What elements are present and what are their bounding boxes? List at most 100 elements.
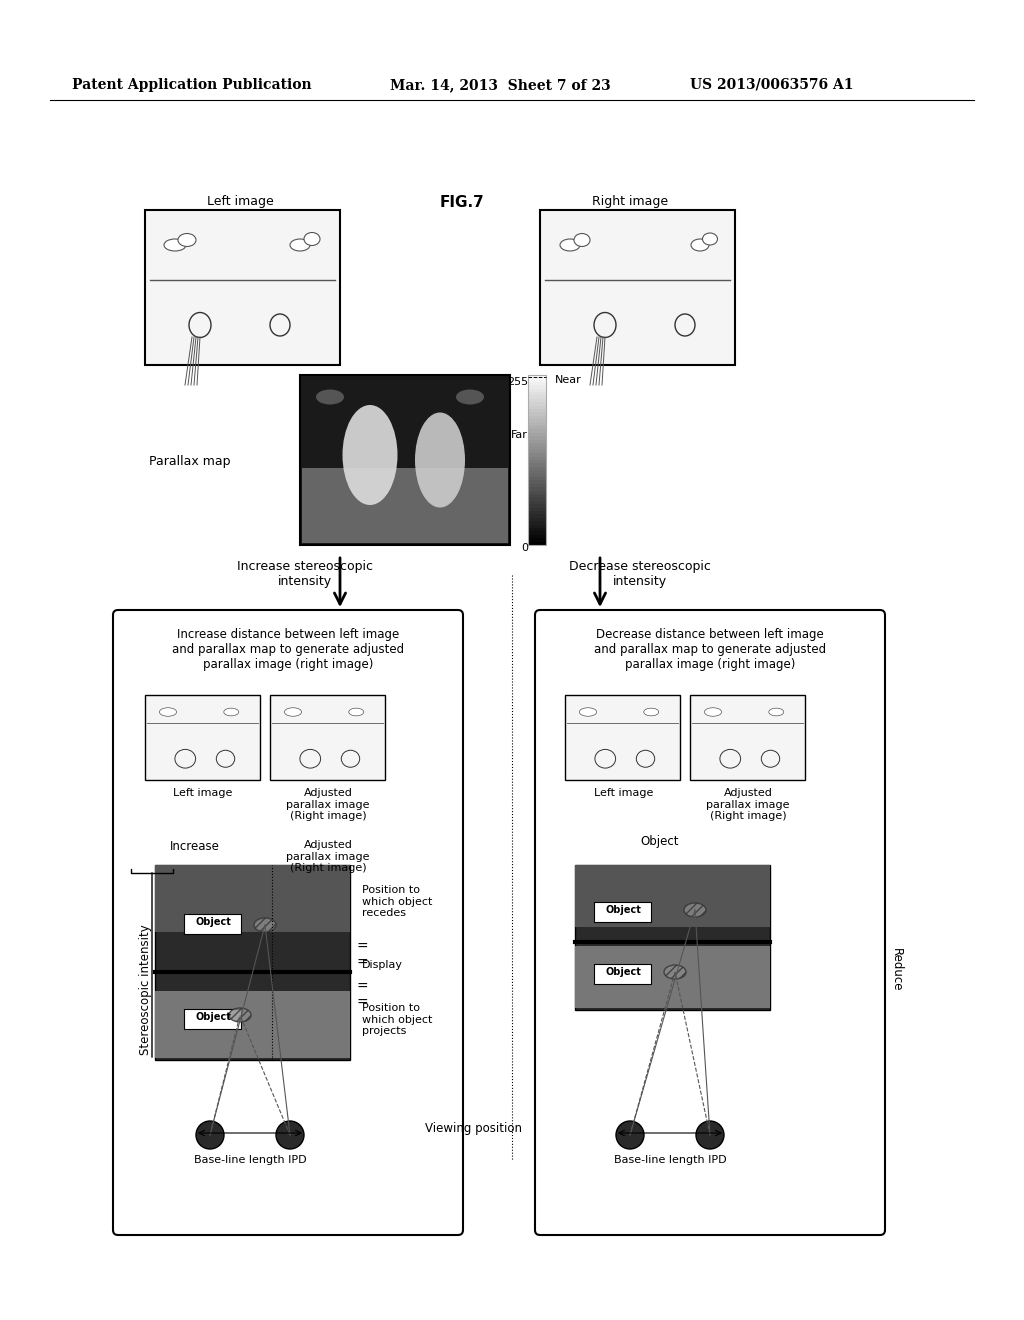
FancyBboxPatch shape [528, 466, 546, 470]
FancyBboxPatch shape [528, 453, 546, 457]
FancyBboxPatch shape [145, 210, 340, 366]
FancyBboxPatch shape [528, 473, 546, 477]
FancyBboxPatch shape [528, 531, 546, 535]
FancyBboxPatch shape [528, 378, 546, 381]
FancyBboxPatch shape [528, 399, 546, 403]
Ellipse shape [415, 412, 465, 507]
Ellipse shape [456, 389, 484, 404]
Circle shape [696, 1121, 724, 1148]
FancyBboxPatch shape [528, 422, 546, 426]
Text: Display: Display [362, 960, 403, 970]
FancyBboxPatch shape [270, 696, 385, 780]
FancyBboxPatch shape [528, 490, 546, 494]
FancyBboxPatch shape [528, 470, 546, 474]
FancyBboxPatch shape [184, 1008, 241, 1030]
Text: Mar. 14, 2013  Sheet 7 of 23: Mar. 14, 2013 Sheet 7 of 23 [390, 78, 610, 92]
Ellipse shape [574, 234, 590, 247]
FancyBboxPatch shape [528, 405, 546, 409]
Text: Object: Object [195, 1012, 231, 1022]
Ellipse shape [702, 234, 718, 246]
Circle shape [196, 1121, 224, 1148]
FancyBboxPatch shape [528, 537, 546, 541]
Text: Left image: Left image [594, 788, 653, 799]
Text: Decrease distance between left image
and parallax map to generate adjusted
paral: Decrease distance between left image and… [594, 628, 826, 671]
FancyBboxPatch shape [528, 520, 546, 524]
Text: Increase distance between left image
and parallax map to generate adjusted
paral: Increase distance between left image and… [172, 628, 404, 671]
FancyBboxPatch shape [528, 504, 546, 508]
Text: Left image: Left image [173, 788, 232, 799]
FancyBboxPatch shape [528, 483, 546, 487]
Ellipse shape [769, 708, 783, 715]
FancyBboxPatch shape [528, 487, 546, 491]
Ellipse shape [644, 708, 658, 715]
Text: US 2013/0063576 A1: US 2013/0063576 A1 [690, 78, 853, 92]
FancyBboxPatch shape [565, 696, 680, 780]
FancyBboxPatch shape [690, 696, 805, 780]
Text: Stereoscopic intensity: Stereoscopic intensity [138, 924, 152, 1056]
Text: Near: Near [555, 375, 582, 385]
FancyBboxPatch shape [528, 384, 546, 388]
FancyBboxPatch shape [528, 524, 546, 528]
Ellipse shape [304, 232, 319, 246]
FancyBboxPatch shape [528, 442, 546, 446]
Text: Adjusted
parallax image
(Right image): Adjusted parallax image (Right image) [287, 788, 370, 821]
FancyBboxPatch shape [528, 408, 546, 412]
Text: Right image: Right image [592, 195, 668, 209]
Text: Decrease stereoscopic
intensity: Decrease stereoscopic intensity [569, 560, 711, 587]
Text: Increase: Increase [170, 840, 220, 853]
Text: Viewing position: Viewing position [425, 1122, 522, 1135]
Text: Adjusted
parallax image
(Right image): Adjusted parallax image (Right image) [707, 788, 790, 821]
FancyBboxPatch shape [528, 429, 546, 433]
Text: Far: Far [511, 430, 528, 440]
FancyBboxPatch shape [302, 469, 508, 543]
FancyBboxPatch shape [528, 528, 546, 532]
FancyBboxPatch shape [528, 436, 546, 440]
Text: Patent Application Publication: Patent Application Publication [72, 78, 311, 92]
FancyBboxPatch shape [528, 446, 546, 450]
Ellipse shape [164, 239, 186, 251]
Ellipse shape [285, 708, 302, 717]
FancyBboxPatch shape [528, 440, 546, 444]
Ellipse shape [560, 239, 580, 251]
FancyBboxPatch shape [528, 494, 546, 498]
Ellipse shape [224, 708, 239, 715]
Ellipse shape [160, 708, 176, 717]
Text: Object: Object [195, 917, 231, 927]
FancyBboxPatch shape [528, 517, 546, 521]
FancyBboxPatch shape [528, 401, 546, 405]
FancyBboxPatch shape [528, 477, 546, 480]
FancyBboxPatch shape [528, 535, 546, 539]
FancyBboxPatch shape [528, 457, 546, 459]
FancyBboxPatch shape [145, 696, 260, 780]
Ellipse shape [316, 389, 344, 404]
Text: Object: Object [605, 906, 641, 915]
Text: Position to
which object
recedes: Position to which object recedes [362, 884, 432, 919]
Text: Object: Object [605, 968, 641, 977]
FancyBboxPatch shape [528, 381, 546, 385]
Text: =
=: = = [356, 940, 368, 970]
FancyBboxPatch shape [155, 991, 350, 1059]
Text: Position to
which object
projects: Position to which object projects [362, 1003, 432, 1036]
FancyBboxPatch shape [575, 946, 770, 1008]
Text: =
=: = = [356, 979, 368, 1010]
FancyBboxPatch shape [155, 865, 350, 932]
FancyBboxPatch shape [528, 388, 546, 392]
FancyBboxPatch shape [184, 913, 241, 935]
FancyBboxPatch shape [528, 412, 546, 416]
Ellipse shape [229, 1008, 251, 1022]
FancyBboxPatch shape [528, 507, 546, 511]
FancyBboxPatch shape [528, 375, 546, 379]
Ellipse shape [178, 234, 196, 247]
Ellipse shape [664, 965, 686, 979]
FancyBboxPatch shape [594, 902, 651, 921]
FancyBboxPatch shape [528, 395, 546, 399]
FancyBboxPatch shape [528, 513, 546, 517]
FancyBboxPatch shape [528, 511, 546, 515]
FancyBboxPatch shape [575, 865, 770, 927]
FancyBboxPatch shape [528, 459, 546, 463]
Text: Adjusted
parallax image
(Right image): Adjusted parallax image (Right image) [287, 840, 370, 874]
Text: FIG.7: FIG.7 [439, 195, 484, 210]
FancyBboxPatch shape [535, 610, 885, 1236]
Text: Increase stereoscopic
intensity: Increase stereoscopic intensity [237, 560, 373, 587]
FancyBboxPatch shape [528, 500, 546, 504]
